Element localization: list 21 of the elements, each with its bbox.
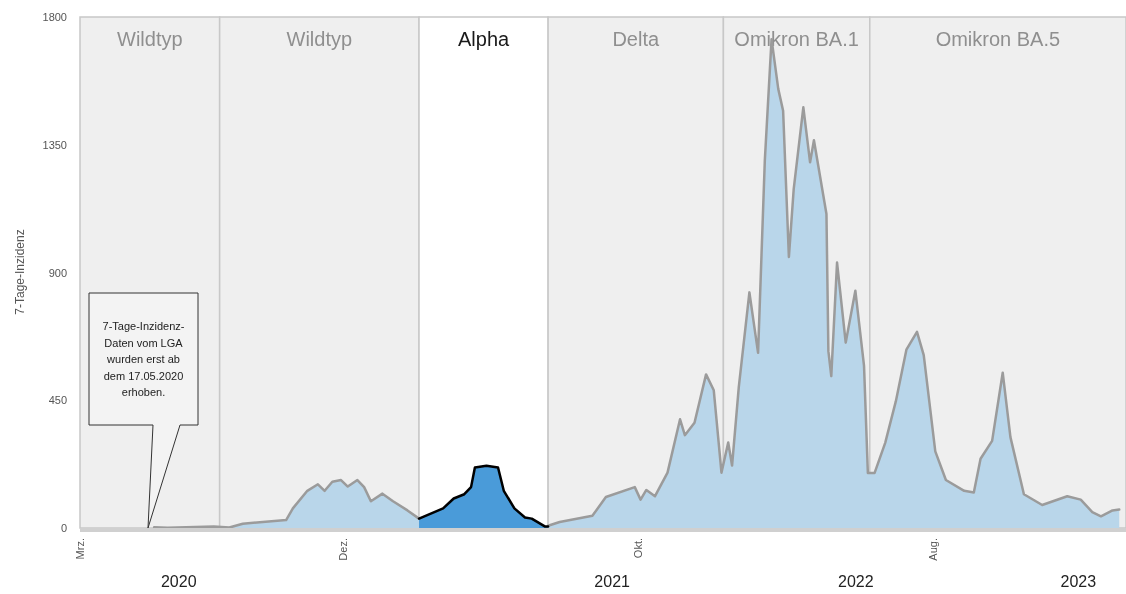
y-tick-label: 1800 (42, 11, 67, 24)
band-label: Wildtyp (286, 28, 353, 50)
band-label: Omikron BA.1 (734, 28, 859, 50)
y-axis-title: 7-Tage-Inzidenz (13, 229, 27, 315)
annotation: 7-Tage-Inzidenz-Daten vom LGA wurden erst ab dem 17.05.2020 erhoben. (102, 320, 185, 398)
x-tick-label: 2022 (838, 573, 874, 590)
y-tick-label: 450 (48, 394, 67, 407)
x-tick-label: 2021 (594, 573, 631, 590)
x-tick-label: 2023 (1060, 573, 1097, 590)
band-label: Wildtyp (117, 28, 183, 50)
band-label: Omikron BA.5 (935, 28, 1061, 50)
text: Dez. (337, 538, 349, 561)
x-tick-label: 2020 (160, 573, 197, 590)
band-label: Alpha (457, 28, 511, 50)
band-label: Delta (612, 28, 660, 50)
y-tick-label: 0 (60, 522, 67, 535)
y-tick-label: 1350 (42, 138, 67, 151)
text: Aug. (927, 538, 939, 561)
text: Mrz. (74, 538, 86, 560)
y-tick-label: 900 (48, 266, 67, 279)
text: Okt. (632, 538, 644, 559)
